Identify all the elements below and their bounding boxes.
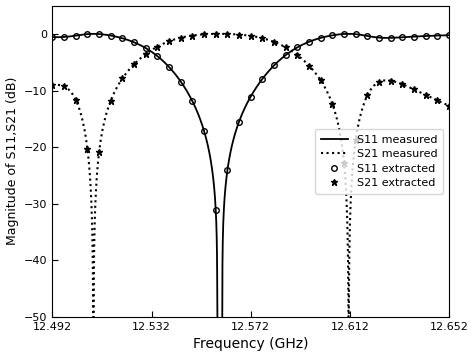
S11 measured (201, 129, 207, 133)
S11 extracted (400, 35, 405, 39)
Legend: S11 measured, S21 measured, S11 extracted, S21 extracted: S11 measured, S21 measured, S11 extracte… (315, 129, 444, 193)
S21 measured (50, 83, 55, 87)
S11 measured (346, 32, 352, 36)
S11 extracted (73, 34, 79, 38)
S11 extracted (119, 36, 125, 40)
S21 extracted (119, 76, 125, 80)
X-axis label: Frequency (GHz): Frequency (GHz) (193, 337, 309, 351)
S11 extracted (365, 34, 370, 38)
S21 measured (446, 104, 452, 108)
S21 extracted (201, 32, 207, 36)
S11 extracted (85, 32, 91, 36)
S21 measured (217, 32, 223, 36)
S21 extracted (178, 36, 183, 40)
S11 extracted (190, 99, 195, 104)
Y-axis label: Magnitude of S11,S21 (dB): Magnitude of S11,S21 (dB) (6, 77, 18, 246)
S21 extracted (143, 52, 149, 56)
S21 extracted (388, 79, 393, 83)
S11 extracted (329, 33, 335, 37)
S11 extracted (294, 45, 300, 50)
S21 measured (122, 73, 128, 77)
S21 extracted (341, 161, 347, 165)
S11 extracted (178, 80, 183, 84)
S11 extracted (143, 46, 149, 50)
S11 extracted (271, 63, 277, 67)
Line: S21 extracted: S21 extracted (49, 30, 453, 167)
S11 extracted (260, 77, 265, 81)
S21 measured (91, 326, 96, 331)
S11 measured (288, 50, 293, 54)
S21 extracted (166, 39, 172, 44)
S11 extracted (166, 65, 172, 69)
Line: S11 extracted: S11 extracted (50, 31, 452, 213)
S11 extracted (155, 54, 160, 58)
S11 measured (376, 35, 382, 40)
S11 extracted (131, 40, 137, 45)
S11 extracted (341, 32, 347, 36)
S21 extracted (446, 104, 452, 108)
S11 extracted (318, 36, 324, 40)
S11 extracted (435, 34, 440, 38)
S21 extracted (329, 102, 335, 106)
S11 extracted (96, 32, 102, 36)
S21 extracted (318, 78, 324, 82)
S11 extracted (306, 40, 312, 44)
S11 measured (214, 326, 220, 331)
S21 extracted (85, 147, 91, 151)
Line: S11 measured: S11 measured (53, 34, 449, 328)
S21 extracted (283, 45, 289, 50)
S21 measured (288, 48, 293, 52)
S11 extracted (61, 35, 67, 39)
S21 extracted (294, 53, 300, 57)
S11 measured (308, 39, 313, 44)
S21 extracted (248, 34, 254, 38)
S11 measured (446, 33, 452, 37)
S21 extracted (50, 83, 55, 87)
S21 measured (346, 326, 351, 331)
S11 measured (50, 35, 55, 39)
S21 extracted (96, 150, 102, 154)
S21 extracted (155, 45, 160, 49)
S11 extracted (411, 34, 417, 39)
S21 extracted (131, 62, 137, 66)
S11 extracted (248, 94, 254, 99)
S11 extracted (423, 34, 428, 38)
S21 extracted (400, 82, 405, 86)
S11 extracted (225, 168, 230, 172)
S21 extracted (260, 36, 265, 40)
S11 measured (346, 32, 351, 36)
S11 extracted (108, 34, 114, 38)
S21 extracted (411, 87, 417, 91)
S11 extracted (376, 35, 382, 40)
S21 extracted (213, 32, 219, 36)
S21 extracted (423, 93, 428, 97)
S11 extracted (236, 120, 242, 124)
S21 extracted (108, 99, 114, 103)
S11 extracted (353, 32, 358, 36)
S21 extracted (271, 40, 277, 44)
S11 extracted (283, 53, 289, 57)
S11 measured (122, 37, 128, 41)
S21 measured (308, 65, 313, 69)
S21 extracted (190, 33, 195, 37)
S11 extracted (50, 35, 55, 39)
S21 extracted (73, 98, 79, 102)
S21 extracted (376, 80, 382, 84)
S11 extracted (446, 33, 452, 37)
S21 extracted (306, 64, 312, 68)
S21 extracted (435, 98, 440, 102)
S21 extracted (61, 84, 67, 89)
S11 extracted (388, 36, 393, 40)
S11 extracted (201, 129, 207, 133)
S21 extracted (236, 32, 242, 37)
S21 extracted (365, 93, 370, 97)
S21 extracted (225, 32, 230, 36)
Line: S21 measured: S21 measured (53, 34, 449, 328)
S21 extracted (353, 138, 358, 142)
S11 extracted (213, 208, 219, 212)
S21 measured (201, 32, 207, 36)
S21 measured (376, 80, 382, 84)
